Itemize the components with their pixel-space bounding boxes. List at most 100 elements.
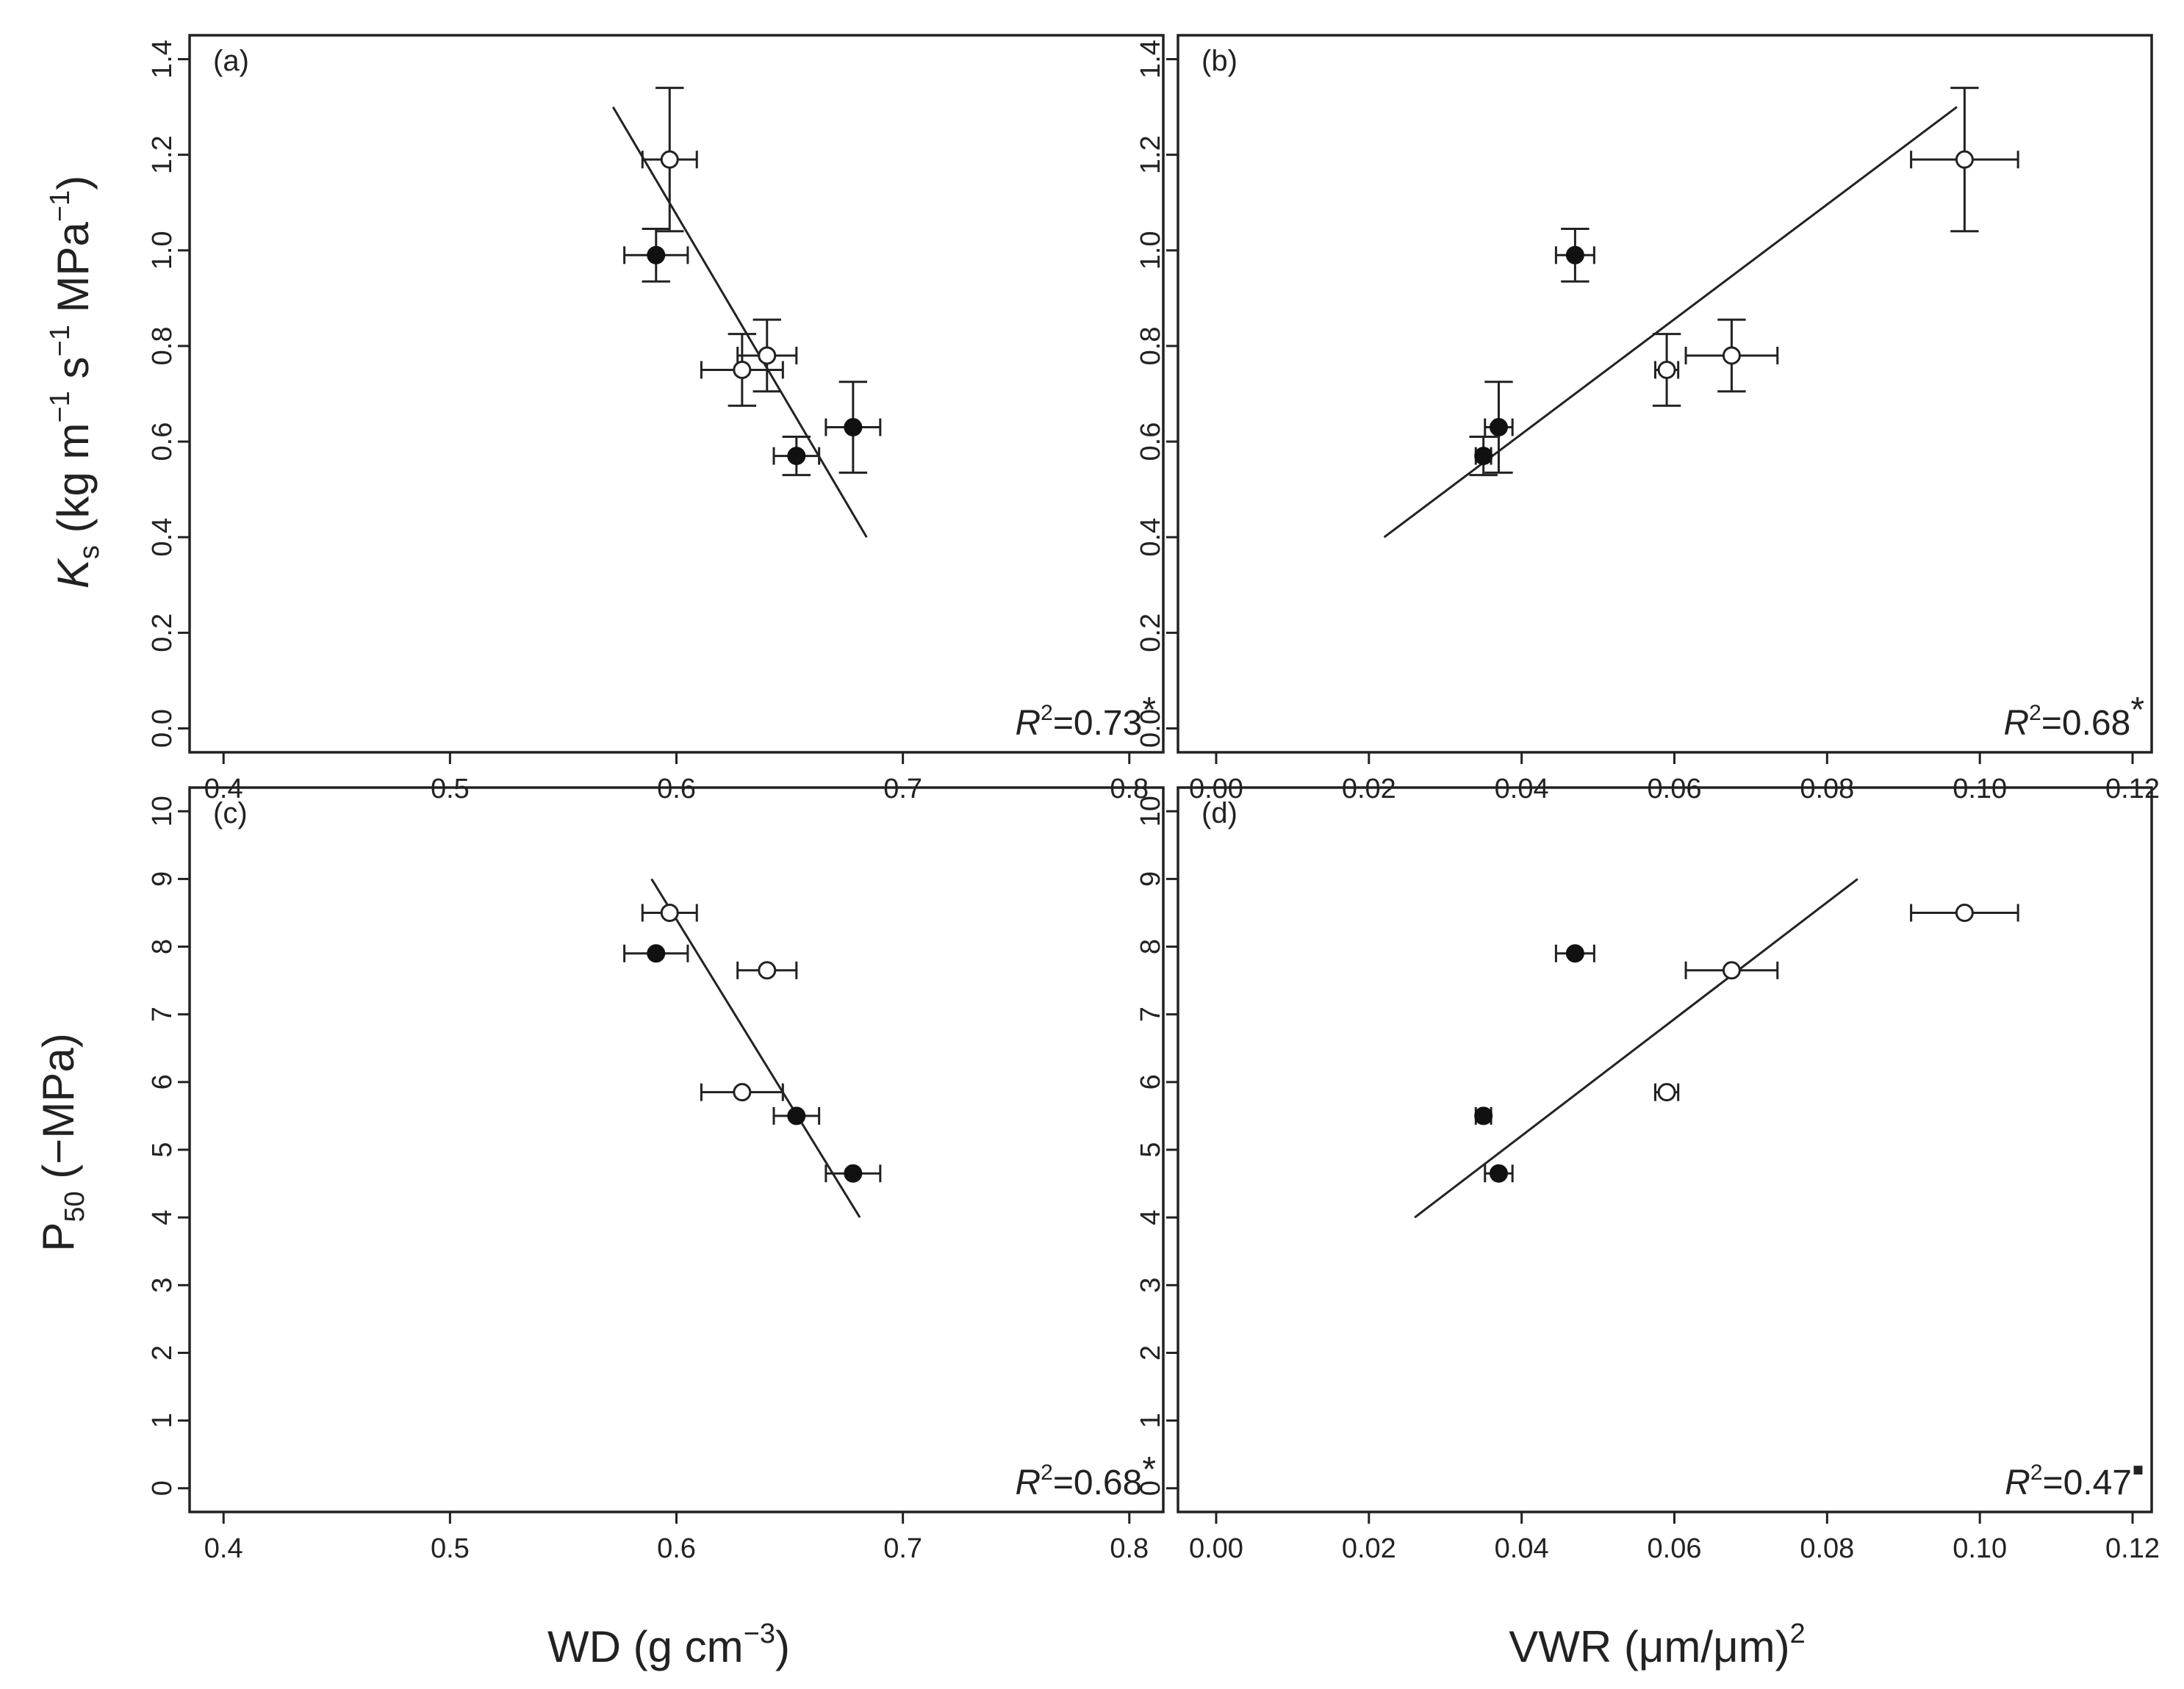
- data-point-group: [623, 228, 689, 283]
- x-tick-label: 0.00: [1189, 1533, 1243, 1564]
- data-point-group: [1652, 333, 1681, 407]
- y-tick-label: 6: [1135, 1074, 1166, 1090]
- data-point-open: [1722, 961, 1741, 980]
- regression-line: [1383, 106, 1958, 539]
- data-point-group: [825, 1164, 882, 1183]
- y-tick-label: 0: [1135, 1480, 1166, 1496]
- data-point-group: [623, 944, 689, 963]
- data-point-open: [660, 150, 679, 169]
- y-tick-label: 1: [147, 1413, 178, 1428]
- data-point-group: [641, 87, 698, 233]
- plot-frame: [188, 786, 1165, 1513]
- y-tick-label: 1: [1135, 1413, 1166, 1428]
- y-tick-label: 1.0: [1135, 231, 1166, 270]
- data-point-filled: [647, 944, 666, 963]
- data-point-open: [733, 1083, 752, 1102]
- r-squared-annotation: R2=0.47▪: [2005, 1450, 2144, 1502]
- y-tick-label: 0.2: [1135, 613, 1166, 652]
- r-squared-annotation: R2=0.68*: [1016, 1450, 1157, 1502]
- data-point-filled: [844, 418, 863, 437]
- panel-d: 0 1 2 3 4 5 6 7 8 9 10 0.00 0.02 0.04 0.06 0.08 0.10 0.12…: [1135, 786, 2160, 1564]
- regression-line: [650, 878, 861, 1218]
- y-tick-label: 0.8: [147, 327, 178, 366]
- y-tick-label: 1.0: [147, 231, 178, 270]
- x-tick-label: 0.02: [1342, 1533, 1396, 1564]
- y-tick-label: 8: [1135, 939, 1166, 954]
- data-point-group: [825, 381, 882, 474]
- y-tick-label: 4: [1135, 1210, 1166, 1225]
- data-point-filled: [1489, 418, 1508, 437]
- panel-label: (d): [1201, 797, 1238, 829]
- x-tick-label: 0.6: [657, 774, 696, 804]
- p50-axis-title: P50 (−MPa): [34, 1033, 90, 1251]
- y-tick-label: 2: [147, 1345, 178, 1361]
- data-point-group: [1554, 944, 1595, 963]
- x-tick-label: 0.08: [1800, 1533, 1854, 1564]
- y-tick-label: 0.8: [1135, 327, 1166, 366]
- data-point-group: [1554, 228, 1595, 283]
- x-tick-label: 0.12: [2105, 1533, 2160, 1564]
- data-point-filled: [787, 1106, 806, 1126]
- y-tick-label: 1.4: [1135, 40, 1166, 79]
- y-tick-label: 10: [1135, 796, 1166, 827]
- y-tick-label: 3: [147, 1278, 178, 1293]
- x-tick-label: 0.5: [431, 774, 470, 804]
- x-tick-label: 0.5: [431, 1533, 470, 1564]
- data-point-group: [736, 318, 798, 393]
- data-point-group: [641, 903, 698, 922]
- data-point-open: [758, 346, 777, 365]
- data-point-open: [1955, 903, 1974, 922]
- panel-label: (b): [1201, 45, 1238, 77]
- y-tick-label: 0: [147, 1480, 178, 1496]
- data-point-filled: [647, 245, 666, 264]
- y-tick-label: 7: [1135, 1006, 1166, 1022]
- y-tick-label: 7: [147, 1006, 178, 1022]
- data-point-open: [758, 961, 777, 980]
- wd-axis-title: WD (g cm−3): [547, 1618, 790, 1671]
- y-tick-label: 0.4: [1135, 518, 1166, 557]
- data-point-group: [1469, 436, 1498, 477]
- data-point-group: [1484, 381, 1514, 474]
- x-tick-label: 0.04: [1495, 1533, 1549, 1564]
- y-tick-label: 3: [1135, 1278, 1166, 1293]
- data-point-open: [1955, 150, 1974, 169]
- data-point-group: [736, 961, 798, 980]
- data-point-group: [772, 1106, 821, 1126]
- data-point-group: [1910, 903, 2019, 922]
- plot-frame: [1177, 34, 2153, 754]
- r-squared-annotation: R2=0.68*: [2004, 691, 2145, 743]
- x-tick-label: 0.10: [1953, 774, 2007, 804]
- x-tick-label: 0.02: [1342, 774, 1396, 804]
- y-tick-label: 5: [147, 1142, 178, 1157]
- y-tick-label: 9: [1135, 871, 1166, 887]
- data-point-filled: [787, 447, 806, 466]
- data-point-open: [1722, 346, 1741, 365]
- y-tick-label: 4: [147, 1210, 178, 1225]
- data-point-group: [1684, 318, 1779, 393]
- data-point-open: [733, 360, 752, 379]
- y-tick-label: 5: [1135, 1142, 1166, 1157]
- x-tick-label: 0.00: [1189, 774, 1243, 804]
- y-tick-label: 2: [1135, 1345, 1166, 1361]
- y-tick-label: 0.6: [1135, 422, 1166, 461]
- ks-axis-title: Ks (kg m−1 s−1 MPa−1): [45, 176, 105, 588]
- y-tick-label: 0.4: [147, 518, 178, 557]
- data-point-open: [660, 903, 679, 922]
- plot-frame: [188, 34, 1165, 754]
- x-tick-label: 0.4: [204, 1533, 243, 1564]
- y-tick-label: 1.4: [147, 40, 178, 79]
- data-point-group: [1684, 961, 1779, 980]
- data-point-filled: [1474, 447, 1493, 466]
- y-tick-label: 0.0: [147, 709, 178, 748]
- panel-label: (a): [213, 45, 249, 77]
- data-point-open: [1657, 1083, 1676, 1102]
- y-tick-label: 1.2: [147, 135, 178, 174]
- data-point-open: [1657, 360, 1676, 379]
- panel-label: (c): [213, 797, 248, 829]
- plot-frame: [1177, 786, 2153, 1513]
- x-tick-label: 0.06: [1648, 774, 1702, 804]
- data-point-group: [700, 333, 784, 407]
- panel-b: 0.0 0.2 0.4 0.6 0.8 1.0 1.2 1.4 0.00 0.02 0.04 0.06…: [1135, 34, 2160, 804]
